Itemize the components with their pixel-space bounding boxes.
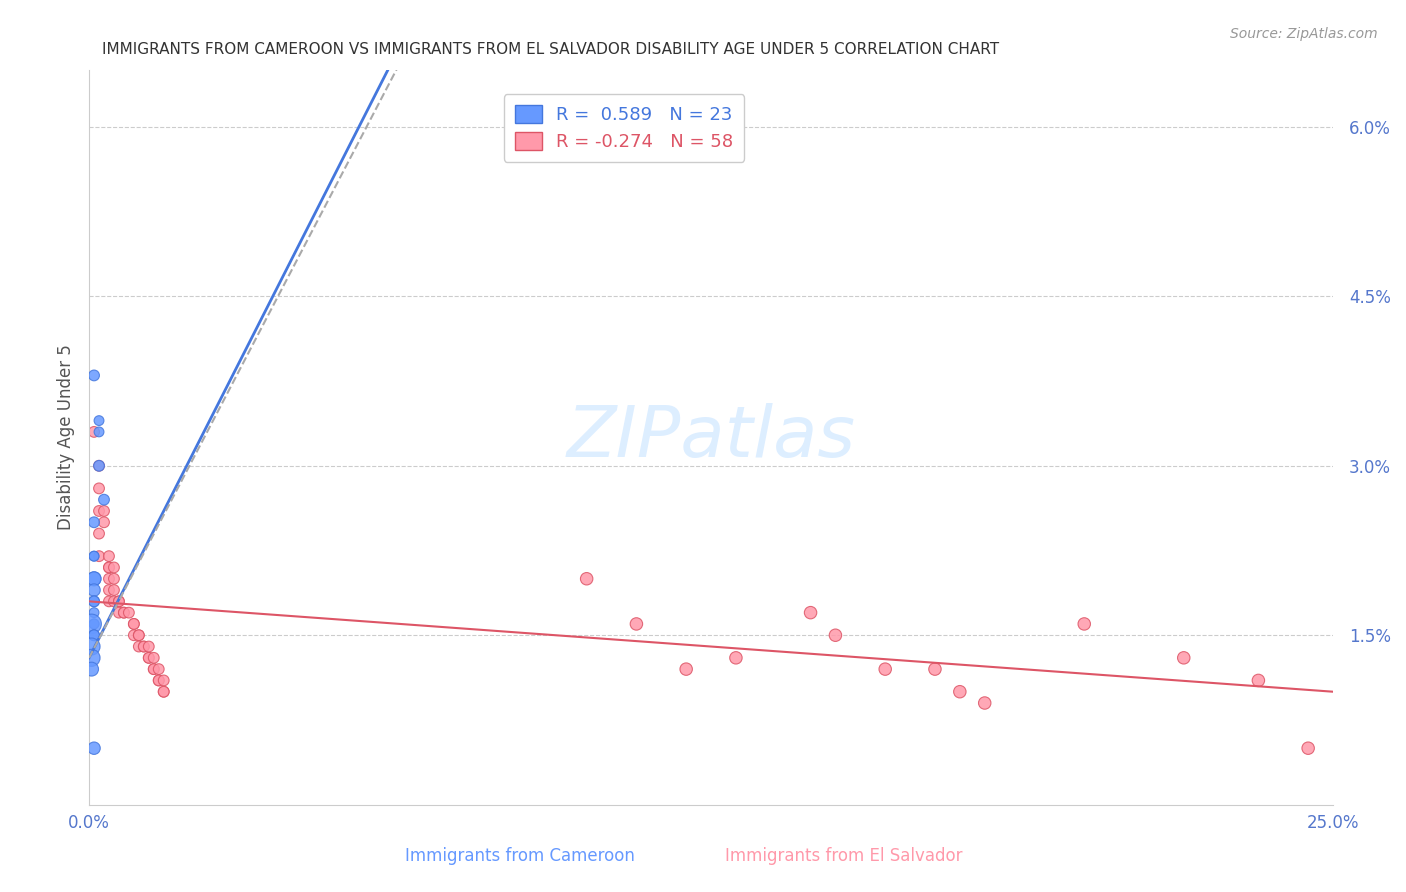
Point (83, 741, 105, 756)
Point (148, 662, 170, 676)
Point (112, 606, 135, 620)
Point (98, 560, 121, 574)
Point (122, 616, 145, 631)
Point (1296, 741, 1319, 756)
Point (87, 425, 110, 439)
Point (83, 628, 105, 642)
Point (80, 616, 103, 631)
Point (80, 650, 103, 665)
Point (575, 572, 598, 586)
Point (103, 582, 125, 597)
Point (142, 662, 165, 676)
Point (83, 628, 105, 642)
Point (142, 662, 165, 676)
Text: Immigrants from El Salvador: Immigrants from El Salvador (725, 847, 962, 865)
Point (87, 482, 110, 496)
Point (83, 368, 105, 383)
Point (80, 640, 103, 654)
Point (83, 606, 105, 620)
Point (98, 594, 121, 608)
Point (1247, 673, 1270, 688)
Point (98, 572, 121, 586)
Y-axis label: Disability Age Under 5: Disability Age Under 5 (58, 344, 75, 531)
Point (83, 549, 105, 564)
Text: Source: ZipAtlas.com: Source: ZipAtlas.com (1230, 27, 1378, 41)
Point (800, 606, 823, 620)
Point (152, 684, 174, 698)
Point (83, 572, 105, 586)
Point (108, 594, 131, 608)
Point (83, 572, 105, 586)
Point (128, 628, 150, 642)
Point (93, 492, 115, 507)
Point (98, 549, 121, 564)
Point (626, 616, 648, 631)
Point (98, 582, 121, 597)
Text: Immigrants from Cameroon: Immigrants from Cameroon (405, 847, 636, 865)
Point (87, 549, 110, 564)
Point (138, 650, 160, 665)
Point (875, 662, 897, 676)
Point (118, 606, 141, 620)
Point (103, 572, 125, 586)
Legend: R =  0.589   N = 23, R = -0.274   N = 58: R = 0.589 N = 23, R = -0.274 N = 58 (503, 95, 744, 161)
Point (724, 650, 747, 665)
Point (949, 684, 972, 698)
Point (1073, 616, 1095, 631)
Text: IMMIGRANTS FROM CAMEROON VS IMMIGRANTS FROM EL SALVADOR DISABILITY AGE UNDER 5 C: IMMIGRANTS FROM CAMEROON VS IMMIGRANTS F… (101, 42, 998, 57)
Point (93, 504, 115, 518)
Point (87, 414, 110, 428)
Point (122, 628, 145, 642)
Point (148, 673, 170, 688)
Point (83, 516, 105, 530)
Point (83, 425, 105, 439)
Point (973, 696, 995, 710)
Point (142, 650, 165, 665)
Point (80, 662, 103, 676)
Point (87, 504, 110, 518)
Point (675, 662, 697, 676)
Point (108, 594, 131, 608)
Point (152, 684, 174, 698)
Point (103, 594, 125, 608)
Point (87, 526, 110, 541)
Point (1173, 650, 1195, 665)
Text: ZIPatlas: ZIPatlas (567, 403, 855, 472)
Point (824, 628, 846, 642)
Point (103, 560, 125, 574)
Point (87, 458, 110, 473)
Point (83, 616, 105, 631)
Point (83, 549, 105, 564)
Point (924, 662, 946, 676)
Point (138, 650, 160, 665)
Point (98, 560, 121, 574)
Point (83, 594, 105, 608)
Point (112, 606, 135, 620)
Point (83, 616, 105, 631)
Point (148, 673, 170, 688)
Point (87, 458, 110, 473)
Point (138, 640, 160, 654)
Point (128, 628, 150, 642)
Point (93, 516, 115, 530)
Point (122, 616, 145, 631)
Point (83, 582, 105, 597)
Point (83, 594, 105, 608)
Point (128, 640, 150, 654)
Point (132, 640, 155, 654)
Point (132, 640, 155, 654)
Point (152, 673, 174, 688)
Point (108, 606, 131, 620)
